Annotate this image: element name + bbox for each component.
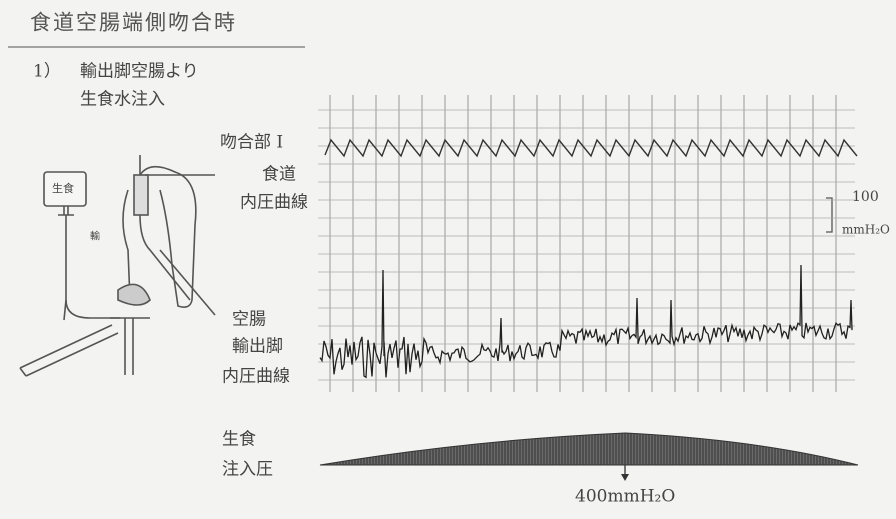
title: 食道空腸端側吻合時 (30, 11, 237, 35)
jejunum-label: 空腸 (232, 310, 266, 330)
anastomosis-label: 吻合部 I (220, 133, 283, 153)
scale-unit: mmH₂O (842, 223, 890, 237)
scale-value: 100 (852, 189, 879, 205)
pressure-label: 400mmH₂O (575, 487, 675, 507)
tube-label: 輸 (90, 230, 100, 243)
jejunum-label: 輸出脚 (232, 337, 283, 357)
section-line: 生食水注入 (80, 90, 165, 110)
section-line: 輸出脚空腸より (80, 62, 199, 82)
page: {"header": {"title": "食道空腸端側吻合時"}, "sect… (0, 0, 896, 519)
infusion-label: 注入圧 (222, 460, 273, 480)
esophagus-label: 食道 (262, 165, 296, 185)
section-number: 1） (33, 62, 61, 82)
bottle-label: 生食 (52, 181, 74, 195)
jejunum-label: 内圧曲線 (222, 367, 290, 387)
infusion-label: 生食 (222, 430, 256, 450)
esophagus-label: 内圧曲線 (240, 193, 308, 213)
syringe (134, 175, 148, 215)
figure: 食道空腸端側吻合時 1） 輸出脚空腸より 生食水注入 生食 輸 吻合部 I 食道… (0, 0, 896, 519)
